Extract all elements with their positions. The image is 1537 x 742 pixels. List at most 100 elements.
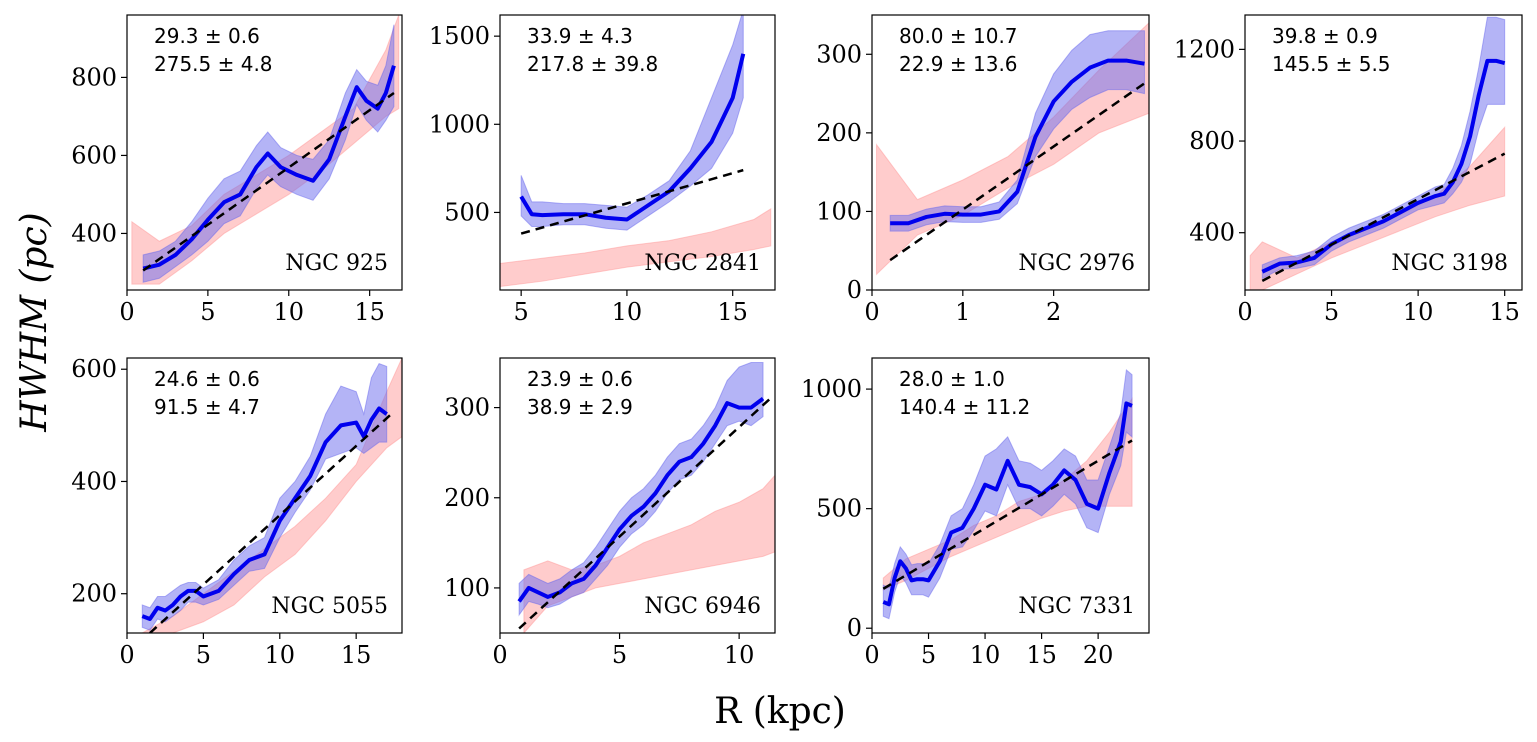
plot-area: [517, 362, 775, 633]
fit-intercept-text: 275.5 ± 4.8: [154, 52, 273, 76]
x-tick-label: 5: [921, 641, 936, 669]
x-tick-label: 15: [354, 298, 385, 326]
plot-area: [1249, 16, 1506, 290]
fit-slope-text: 33.9 ± 4.3: [527, 24, 633, 48]
median-line: [142, 65, 396, 271]
median-line: [141, 406, 388, 621]
median-band: [889, 30, 1145, 232]
fit-slope-text: 80.0 ± 10.7: [899, 24, 1018, 48]
median-band: [882, 368, 1133, 620]
y-tick-label: 100: [444, 574, 490, 602]
panel-frame: [871, 357, 1150, 634]
model-band: [523, 474, 775, 633]
galaxy-label: NGC 2841: [644, 251, 761, 276]
x-tick-label: 5: [196, 641, 211, 669]
fit-slope-text: 28.0 ± 1.0: [899, 367, 1005, 391]
y-tick-label: 200: [71, 580, 117, 608]
y-tick-label: 400: [71, 467, 117, 495]
x-tick-label: 10: [1403, 298, 1434, 326]
y-tick-label: 1000: [429, 110, 490, 138]
x-tick-label: 5: [612, 641, 627, 669]
median-line: [890, 58, 1145, 226]
x-tick-label: 15: [1489, 298, 1520, 326]
panel-7: 0 5 10 15 20 0 500 1000 28.0 ± 1.0 140.4 ± 11.2 NG…: [801, 357, 1150, 669]
x-tick-label: 15: [717, 298, 748, 326]
model-band: [500, 208, 772, 287]
median-band: [520, 15, 744, 231]
panel-5: 0 5 10 15 200 400 600 24.6 ± 0.6 91.5 ± 4.7 NGC 5…: [71, 355, 403, 669]
panel-frame: [1244, 14, 1523, 291]
panel-frame: [126, 357, 403, 634]
y-tick-label: 0: [847, 614, 862, 642]
fit-line: [882, 439, 1133, 590]
fit-slope-text: 23.9 ± 0.6: [527, 367, 633, 391]
x-tick-label: 0: [1237, 298, 1252, 326]
median-line: [882, 401, 1133, 607]
galaxy-label: NGC 3198: [1391, 251, 1508, 276]
x-tick-label: 10: [273, 298, 304, 326]
fit-intercept-text: 145.5 ± 5.5: [1272, 52, 1391, 76]
panel-frame: [871, 14, 1150, 291]
median-line: [1261, 58, 1506, 274]
panel-frame: [499, 14, 776, 291]
panel-frame: [499, 357, 776, 634]
fit-intercept-text: 217.8 ± 39.8: [527, 52, 658, 76]
fit-line: [520, 168, 744, 235]
median-line: [517, 396, 765, 603]
x-tick-label: 10: [970, 641, 1001, 669]
plot-area: [131, 15, 400, 285]
x-tick-label: 1: [955, 298, 970, 326]
y-tick-label: 1000: [801, 375, 862, 403]
panel-6: 0 5 10 100 200 300 23.9 ± 0.6 38.9 ± 2.9 NGC 694…: [444, 357, 776, 669]
x-tick-label: 0: [119, 641, 134, 669]
y-tick-label: 800: [1189, 127, 1235, 155]
y-tick-label: 100: [816, 197, 862, 225]
fit-line: [142, 91, 395, 272]
fit-slope-text: 29.3 ± 0.6: [154, 24, 260, 48]
x-tick-label: 10: [612, 298, 643, 326]
y-tick-label: 200: [816, 119, 862, 147]
fit-line: [889, 82, 1146, 262]
galaxy-label: NGC 5055: [271, 594, 388, 619]
y-tick-label: 300: [444, 394, 490, 422]
x-tick-label: 10: [265, 641, 296, 669]
y-tick-label: 0: [847, 276, 862, 304]
y-tick-label: 400: [71, 219, 117, 247]
fit-line: [518, 397, 772, 630]
y-tick-label: 300: [816, 40, 862, 68]
galaxy-label: NGC 7331: [1018, 594, 1135, 619]
x-tick-label: 5: [1324, 298, 1339, 326]
x-tick-label: 15: [1026, 641, 1057, 669]
panel-3: 0 1 2 0 100 200 300 80.0 ± 10.7 22.9 ± 13.6 NGC 2…: [816, 14, 1150, 326]
y-tick-label: 500: [816, 495, 862, 523]
x-tick-label: 0: [119, 298, 134, 326]
panel-frame: [126, 14, 403, 291]
plot-area: [882, 368, 1133, 620]
x-tick-label: 0: [864, 298, 879, 326]
fit-intercept-text: 22.9 ± 13.6: [899, 52, 1018, 76]
y-tick-label: 400: [1189, 219, 1235, 247]
median-band: [518, 362, 764, 617]
fit-slope-text: 24.6 ± 0.6: [154, 367, 260, 391]
y-tick-label: 200: [444, 484, 490, 512]
panel-2: 5 10 15 500 1000 1500 33.9 ± 4.3 217.8 ± 39.8 NG…: [429, 14, 776, 326]
x-tick-label: 20: [1083, 641, 1114, 669]
fit-line: [149, 410, 396, 633]
x-tick-label: 10: [724, 641, 755, 669]
median-band: [1261, 16, 1506, 280]
median-line: [519, 53, 746, 222]
y-tick-label: 1500: [429, 22, 490, 50]
y-tick-label: 500: [444, 198, 490, 226]
x-tick-label: 15: [341, 641, 372, 669]
y-tick-label: 600: [71, 355, 117, 383]
x-axis-title: R (kpc): [714, 691, 846, 732]
x-tick-label: 0: [864, 641, 879, 669]
panel-1: 0 5 10 15 400 600 800 29.3 ± 0.6 275.5 ± 4.8 NGC …: [71, 14, 403, 326]
y-tick-label: 600: [71, 141, 117, 169]
galaxy-label: NGC 6946: [644, 594, 761, 619]
plot-area: [141, 358, 402, 633]
x-tick-label: 5: [514, 298, 529, 326]
x-tick-label: 5: [200, 298, 215, 326]
fit-intercept-text: 140.4 ± 11.2: [899, 395, 1030, 419]
